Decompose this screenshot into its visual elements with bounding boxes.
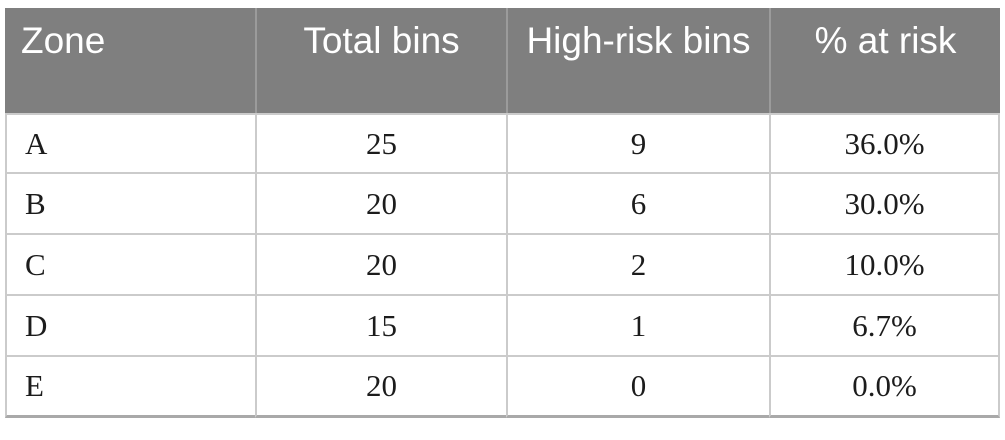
cell-total-bins: 20 [255,357,506,418]
cell-total-bins: 20 [255,235,506,296]
cell-total-bins: 25 [255,113,506,174]
cell-zone: E [5,357,255,418]
cell-high-risk-bins: 6 [506,174,769,235]
cell-pct-at-risk: 0.0% [769,357,1000,418]
cell-zone: C [5,235,255,296]
cell-total-bins: 15 [255,296,506,357]
table-body: A 25 9 36.0% B 20 6 30.0% C 20 2 10.0% D… [5,113,1000,418]
table-row: C 20 2 10.0% [5,235,1000,296]
cell-high-risk-bins: 1 [506,296,769,357]
cell-pct-at-risk: 30.0% [769,174,1000,235]
table-row: E 20 0 0.0% [5,357,1000,418]
cell-pct-at-risk: 10.0% [769,235,1000,296]
zone-risk-table: Zone Total bins High-risk bins % at risk… [5,8,1000,418]
cell-zone: D [5,296,255,357]
cell-pct-at-risk: 6.7% [769,296,1000,357]
cell-total-bins: 20 [255,174,506,235]
cell-high-risk-bins: 9 [506,113,769,174]
cell-high-risk-bins: 2 [506,235,769,296]
column-header-pct-at-risk: % at risk [769,8,1000,113]
table-row: D 15 1 6.7% [5,296,1000,357]
cell-pct-at-risk: 36.0% [769,113,1000,174]
cell-high-risk-bins: 0 [506,357,769,418]
table-row: B 20 6 30.0% [5,174,1000,235]
header-row: Zone Total bins High-risk bins % at risk [5,8,1000,113]
column-header-total-bins: Total bins [255,8,506,113]
table-header: Zone Total bins High-risk bins % at risk [5,8,1000,113]
column-header-zone: Zone [5,8,255,113]
column-header-high-risk-bins: High-risk bins [506,8,769,113]
cell-zone: B [5,174,255,235]
cell-zone: A [5,113,255,174]
table-row: A 25 9 36.0% [5,113,1000,174]
